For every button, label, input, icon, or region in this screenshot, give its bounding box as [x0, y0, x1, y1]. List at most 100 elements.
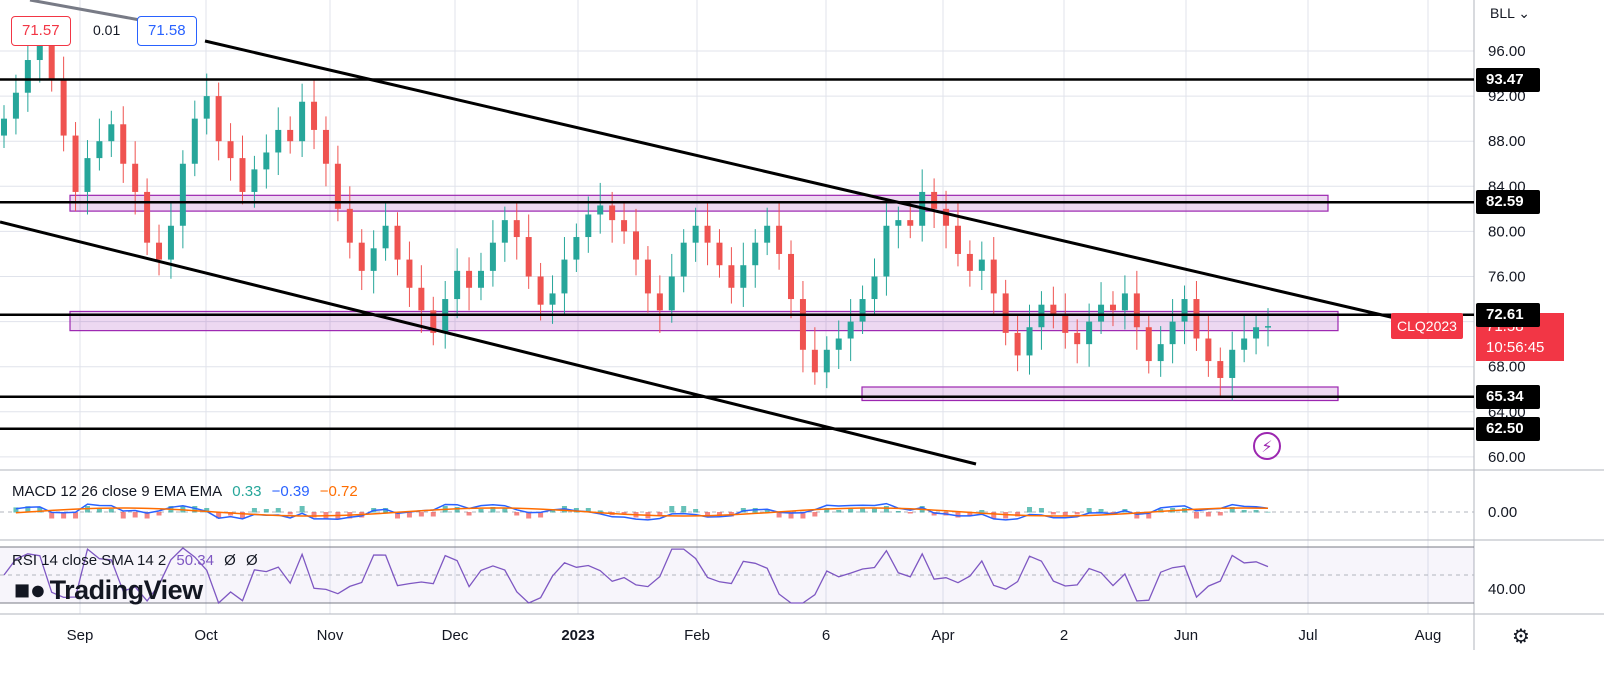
candle-body-94	[1121, 293, 1128, 311]
x-tick-label: Nov	[317, 627, 344, 644]
macd-hist-bar	[430, 512, 436, 517]
macd-hist-bar	[705, 512, 711, 516]
macd-hist-bar	[502, 508, 508, 513]
macd-hist-bar	[514, 512, 520, 516]
macd-hist-bar	[1110, 512, 1116, 514]
macd-hist-bar	[1038, 508, 1044, 513]
macd-hist-bar	[466, 512, 472, 516]
candle-body-51	[609, 205, 616, 221]
macd-legend[interactable]: MACD 12 26 close 9 EMA EMA 0.33 −0.39 −0…	[12, 483, 364, 500]
candle-body-1	[12, 92, 19, 119]
macd-hist-bar	[1253, 510, 1259, 513]
candle-body-48	[573, 237, 580, 260]
macd-hist-bar	[120, 512, 126, 519]
candle-body-11	[132, 163, 139, 192]
macd-line-value: −0.39	[271, 483, 310, 500]
candle-body-57	[680, 242, 687, 277]
macd-hist-bar	[418, 512, 424, 517]
macd-hist-bar	[275, 508, 281, 513]
candle-body-103	[1229, 349, 1236, 378]
macd-hist-bar	[860, 508, 866, 513]
macd-hist-bar	[967, 512, 973, 516]
rsi-label: RSI 14 close SMA 14 2	[12, 552, 167, 569]
macd-hist-bar	[263, 509, 269, 513]
macd-hist-bar	[1205, 512, 1211, 517]
candle-body-4	[48, 34, 55, 80]
candle-body-27	[322, 129, 329, 164]
lightning-icon[interactable]: ⚡	[1253, 432, 1281, 460]
macd-hist-bar	[776, 512, 782, 518]
tradingview-mark-icon: ■●	[14, 575, 46, 605]
x-tick-label: Jul	[1298, 627, 1317, 644]
candle-body-50	[597, 205, 604, 215]
x-tick-label: Dec	[442, 627, 469, 644]
support-resistance-zone-2	[861, 386, 1339, 402]
macd-hist-bar	[228, 512, 234, 516]
candle-body-36	[430, 310, 437, 333]
candle-body-89	[1062, 315, 1069, 333]
macd-hist-bar	[1050, 512, 1056, 515]
candle-body-43	[513, 220, 520, 238]
x-tick-label: Aug	[1415, 627, 1442, 644]
macd-hist-bar	[61, 512, 67, 519]
candle-body-26	[311, 101, 318, 130]
support-resistance-zone-1	[69, 310, 1339, 332]
macd-hist-bar	[788, 512, 794, 519]
candle-body-98	[1169, 321, 1176, 345]
macd-hist-bar	[800, 512, 806, 519]
macd-hist-bar	[955, 512, 961, 518]
candle-body-100	[1193, 299, 1200, 339]
currency-dropdown[interactable]: BLL ⌄	[1490, 5, 1530, 22]
candle-body-83	[990, 259, 997, 294]
candle-body-104	[1241, 338, 1248, 350]
candle-body-32	[382, 225, 389, 249]
macd-hist-bar	[538, 512, 544, 518]
candle-body-97	[1157, 344, 1164, 362]
candle-body-91	[1086, 321, 1093, 345]
candle-body-45	[537, 276, 544, 305]
candle-body-102	[1217, 361, 1224, 378]
macd-hist-bar	[597, 510, 603, 513]
x-tick-label: Oct	[194, 627, 218, 644]
macd-hist-bar	[669, 506, 675, 513]
candle-body-7	[84, 158, 91, 192]
macd-hist-bar	[895, 511, 901, 513]
macd-hist-bar	[716, 512, 722, 517]
macd-hist-bar	[73, 512, 79, 519]
bid-price-box[interactable]: 71.57	[11, 16, 71, 46]
candle-body-70	[835, 338, 842, 350]
x-tick-label: Feb	[684, 627, 710, 644]
macd-hist-bar	[681, 506, 687, 513]
trendline-upper	[204, 39, 1396, 320]
candle-body-33	[394, 225, 401, 260]
candle-body-31	[370, 248, 377, 271]
macd-hist-bar	[204, 508, 210, 513]
macd-hist-bar	[37, 507, 43, 513]
candle-body-39	[466, 270, 473, 288]
macd-label: MACD 12 26 close 9 EMA EMA	[12, 483, 223, 500]
candle-body-6	[72, 135, 79, 192]
macd-hist-bar	[991, 512, 997, 519]
candle-body-61	[728, 265, 735, 288]
candle-body-71	[847, 321, 854, 339]
candle-body-46	[549, 293, 556, 305]
macd-hist-bar	[299, 506, 305, 513]
x-tick-label: Sep	[67, 627, 94, 644]
candle-body-34	[406, 259, 413, 288]
macd-hist-bar	[1098, 509, 1104, 513]
candle-body-78	[931, 191, 938, 209]
ask-price-box[interactable]: 71.58	[137, 16, 197, 46]
candle-body-2	[24, 60, 31, 93]
rsi-legend[interactable]: RSI 14 close SMA 14 2 50.34 Ø Ø	[12, 552, 264, 569]
candle-body-35	[418, 287, 425, 311]
x-tick-label: 2	[1060, 627, 1068, 644]
candle-body-96	[1145, 327, 1152, 362]
macd-hist-bar	[1146, 512, 1152, 519]
macd-hist-bar	[251, 508, 257, 513]
settings-gear-icon[interactable]: ⚙	[1512, 626, 1530, 648]
candle-body-38	[454, 270, 461, 300]
macd-hist-bar	[454, 507, 460, 513]
trendline-lower	[0, 220, 977, 466]
candle-body-16	[191, 118, 198, 164]
